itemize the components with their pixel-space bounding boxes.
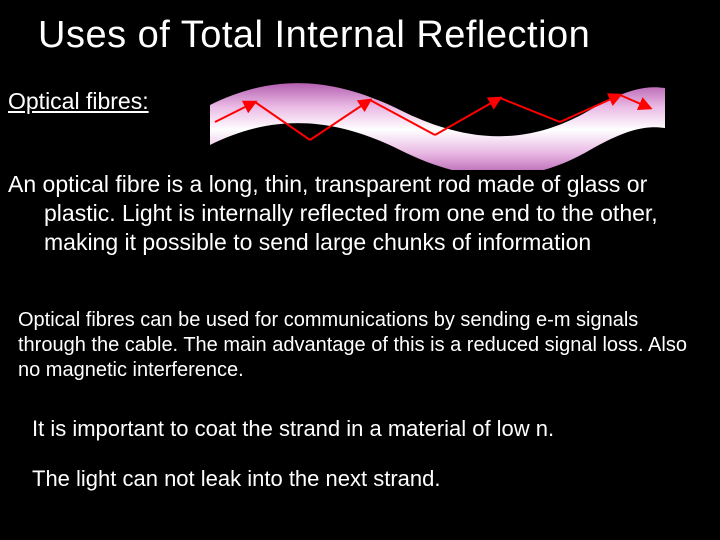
slide: Uses of Total Internal Reflection Optica… [0, 0, 720, 540]
paragraph-coating: It is important to coat the strand in a … [32, 416, 700, 442]
paragraph-definition: An optical fibre is a long, thin, transp… [8, 170, 700, 256]
paragraph-communications: Optical fibres can be used for communica… [18, 308, 700, 383]
slide-title: Uses of Total Internal Reflection [38, 14, 590, 57]
subhead-optical-fibres: Optical fibres: [8, 88, 149, 115]
optical-fibre-diagram [190, 70, 690, 170]
paragraph-no-leak: The light can not leak into the next str… [32, 466, 700, 492]
fibre-band [210, 83, 665, 170]
